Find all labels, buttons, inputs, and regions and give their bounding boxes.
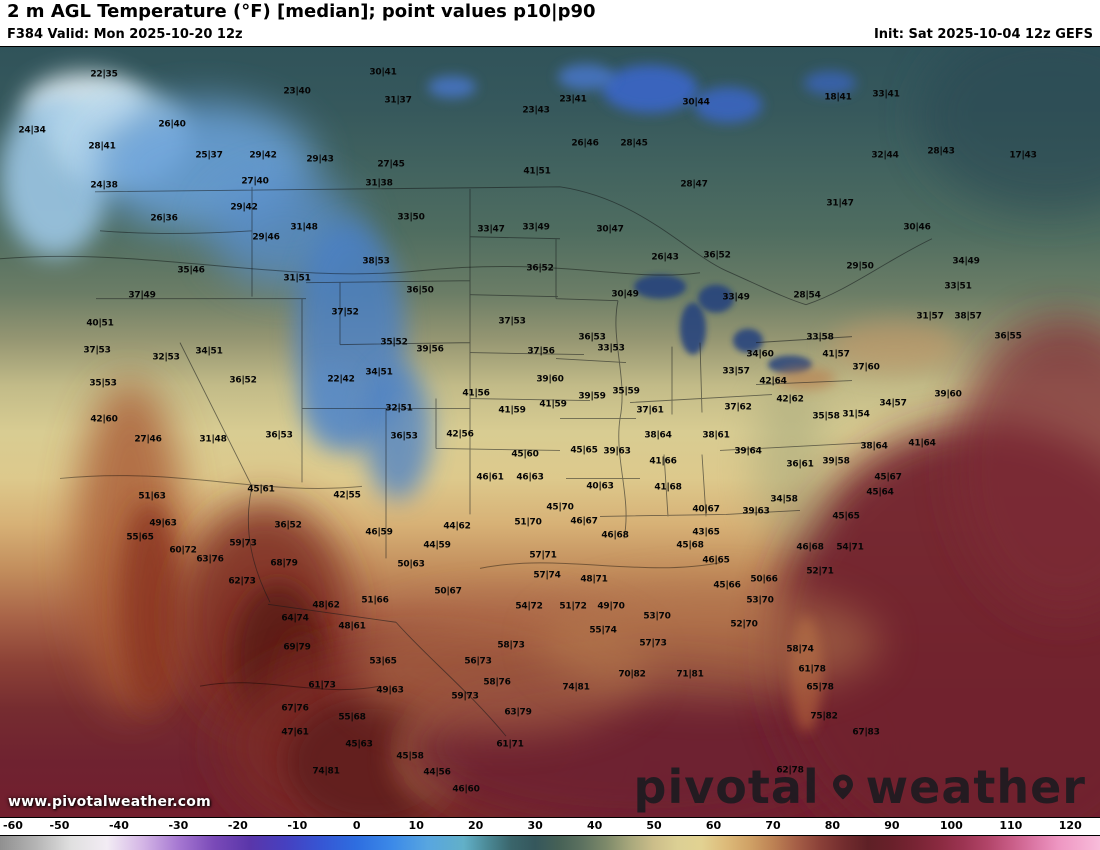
- map-pin-icon: [832, 774, 853, 800]
- colorbar-tick-label: -10: [287, 819, 308, 832]
- header-subrow: F384 Valid: Mon 2025-10-20 12z Init: Sat…: [7, 27, 1093, 42]
- map-title: 2 m AGL Temperature (°F) [median]; point…: [7, 1, 596, 22]
- colorbar-tick-label: 10: [408, 819, 424, 832]
- logo-text-weather: weather: [865, 760, 1086, 814]
- colorbar-tick-label: -30: [168, 819, 189, 832]
- logo-text-pivotal: pivotal: [633, 760, 820, 814]
- colorbar-tick-label: -50: [49, 819, 70, 832]
- contour-lines: [0, 255, 723, 691]
- header: 2 m AGL Temperature (°F) [median]; point…: [0, 0, 1100, 46]
- colorbar-tick-label: 90: [884, 819, 900, 832]
- colorbar-ticks: -60 -50 -40 -30 -20 -10 0 10 20 30 40 50 60 70 80 90 100…: [0, 818, 1100, 835]
- colorbar-tick-label: 0: [352, 819, 361, 832]
- pivotal-weather-logo: pivotal weather: [634, 764, 1086, 810]
- colorbar-tick-label: 80: [824, 819, 841, 832]
- colorbar-tick-label: 110: [999, 819, 1023, 832]
- colorbar-tick-label: 40: [586, 819, 603, 832]
- colorbar: -60 -50 -40 -30 -20 -10 0 10 20 30 40 50 60 70 80 90 100…: [0, 817, 1100, 850]
- colorbar-tick-label: 20: [468, 819, 484, 832]
- colorbar-tick-label: 70: [765, 819, 781, 832]
- temperature-map: [0, 46, 1100, 817]
- colorbar-tick-label: 60: [705, 819, 722, 832]
- colorbar-tick-label: -60: [3, 819, 23, 832]
- colorbar-tick-label: 30: [527, 819, 543, 832]
- state-borders: [94, 186, 933, 737]
- colorbar-tick-label: 50: [646, 819, 662, 832]
- colorbar-tick-label: 120: [1058, 819, 1082, 832]
- init-time-label: Init: Sat 2025-10-04 12z GEFS: [873, 27, 1093, 42]
- valid-time-label: F384 Valid: Mon 2025-10-20 12z: [7, 27, 243, 42]
- colorbar-tick-label: -40: [108, 819, 129, 832]
- temperature-shading: [0, 47, 1100, 817]
- great-lakes: [634, 274, 812, 374]
- colorbar-tick-label: 100: [939, 819, 963, 832]
- colorbar-tick-label: -20: [227, 819, 248, 832]
- watermark-url: www.pivotalweather.com: [8, 794, 211, 810]
- colorbar-gradient: [0, 835, 1100, 850]
